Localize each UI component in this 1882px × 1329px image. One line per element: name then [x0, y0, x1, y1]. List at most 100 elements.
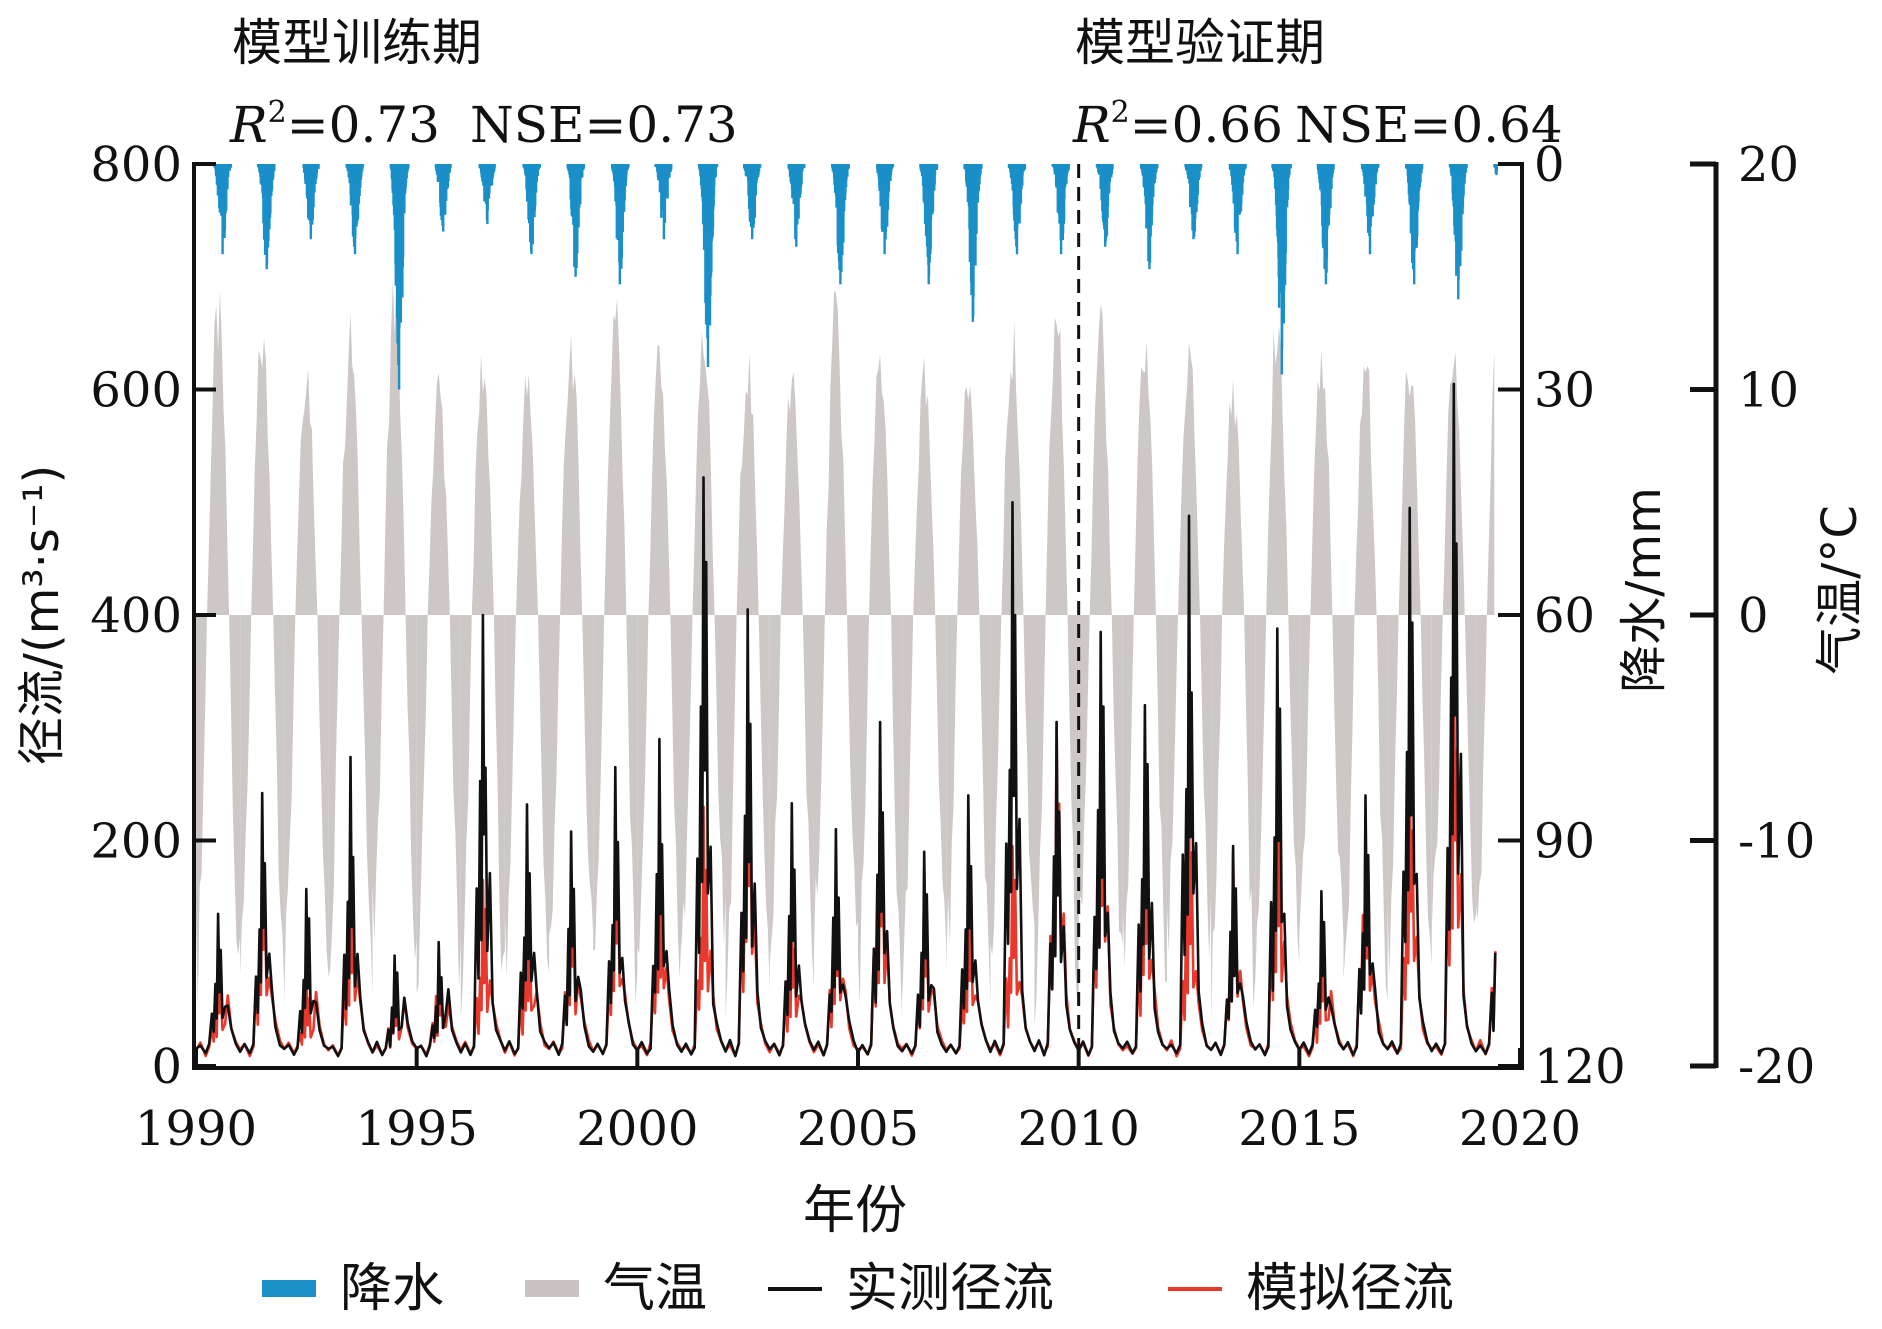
temperature-year-2015: [1299, 348, 1344, 940]
precip-bar: [1284, 164, 1287, 254]
temperature-year-1995: [416, 372, 461, 994]
precip-bar: [979, 164, 982, 175]
precip-bar: [538, 164, 541, 168]
temperature-year-2006: [902, 357, 947, 1002]
training-nse: NSE=0.73: [470, 96, 738, 154]
temperature-year-2000: [637, 344, 682, 979]
training-metrics: R2=0.73 NSE=0.73: [229, 95, 738, 154]
temperature-year-2017: [1387, 371, 1432, 976]
x-axis-title: 年份: [803, 1181, 907, 1241]
legend-swatch: [525, 1280, 579, 1297]
precip-bar: [1460, 164, 1463, 251]
temp-axis-title: 气温/°C: [1812, 505, 1868, 675]
precip-bar: [1464, 164, 1468, 173]
x-tick-label: 2020: [1459, 1101, 1581, 1157]
validation-r2-sup: 2: [1111, 95, 1130, 130]
temperature-year-1996: [460, 354, 505, 1020]
precip-bar: [670, 164, 673, 170]
training-r2-symbol: R: [229, 96, 268, 154]
temperature-year-2002: [725, 352, 770, 1019]
precip-bar: [1156, 164, 1159, 168]
temp-tick-label: -20: [1738, 1039, 1815, 1095]
precip-bar: [1420, 164, 1424, 169]
precip-bar: [273, 164, 276, 171]
temperature-year-2012: [1166, 342, 1212, 959]
precip-bar: [757, 164, 761, 172]
left-axis-title: 径流/(m³·s⁻¹): [14, 465, 70, 765]
left-axis-ticks: 0 200 400 600 800: [90, 137, 216, 1095]
temperature-year-1998: [549, 335, 594, 935]
temperature-area: [196, 281, 1495, 1029]
precip-bar: [493, 164, 496, 168]
precip-bar: [227, 164, 230, 178]
x-tick-label: 2005: [797, 1101, 919, 1157]
temperature-year-2009: [1034, 317, 1079, 1029]
precip-bar: [401, 164, 405, 258]
training-period-label: 模型训练期: [232, 14, 482, 72]
precip-axis-title: 降水/mm: [1616, 487, 1672, 693]
precip-bar: [317, 164, 320, 169]
legend-label: 模拟径流: [1246, 1259, 1454, 1319]
left-tick-label: 800: [90, 137, 182, 193]
precip-bar: [627, 164, 630, 168]
precip-tick-label: 90: [1534, 814, 1595, 870]
legend-label: 气温: [603, 1259, 707, 1319]
precip-bar: [1111, 164, 1114, 170]
precip-bar: [361, 164, 365, 168]
precip-tick-label: 0: [1534, 137, 1565, 193]
precip-tick-label: 60: [1534, 588, 1595, 644]
temperature-year-2005: [858, 354, 903, 1023]
left-tick-label: 0: [151, 1039, 182, 1095]
precip-bar: [666, 164, 669, 199]
precip-bar: [800, 164, 803, 185]
validation-r2-symbol: R: [1072, 96, 1111, 154]
precip-bar: [654, 164, 657, 168]
temperature-year-2003: [769, 372, 814, 989]
precip-bar: [891, 164, 895, 168]
precip-bar: [448, 164, 452, 173]
temperature-year-1992: [284, 368, 329, 1010]
x-tick-label: 2000: [576, 1101, 698, 1157]
precip-bar: [1377, 164, 1380, 168]
temperature-year-1991: [240, 338, 285, 992]
precip-bar: [1051, 164, 1054, 168]
temperature-year-2014: [1255, 325, 1300, 989]
precip-tick-label: 120: [1534, 1039, 1626, 1095]
precip-bar: [581, 164, 584, 177]
legend: 降水 气温 实测径流 模拟径流: [262, 1259, 1454, 1319]
temperature-year-2011: [1122, 340, 1167, 984]
precip-bar: [1465, 164, 1468, 168]
temperature-year-2010: [1078, 304, 1123, 944]
temp-tick-label: -10: [1738, 814, 1815, 870]
precip-bar: [1067, 164, 1070, 170]
precip-axis-ticks: 120 90 60 30 0: [1498, 137, 1626, 1095]
training-r2-sup: 2: [268, 95, 287, 130]
precip-bar: [229, 164, 233, 168]
legend-label: 降水: [340, 1259, 444, 1319]
precip-bar: [846, 164, 849, 177]
temperature-year-2001: [681, 331, 726, 951]
precip-bar: [935, 164, 939, 169]
precip-bar: [714, 164, 717, 178]
x-tick-label: 2010: [1018, 1101, 1140, 1157]
temperature-year-1990: [196, 289, 241, 1008]
precip-bar: [1289, 164, 1292, 169]
x-tick-label: 1995: [356, 1101, 478, 1157]
precip-bar: [980, 164, 983, 169]
temp-tick-label: 0: [1738, 588, 1769, 644]
validation-nse: NSE=0.64: [1295, 96, 1563, 154]
temperature-year-1997: [504, 374, 550, 978]
precip-bar: [1288, 164, 1291, 175]
precip-bar: [972, 164, 975, 297]
precip-bar: [847, 164, 850, 169]
temp-tick-label: 20: [1738, 137, 1799, 193]
legend-swatch: [262, 1280, 316, 1297]
precip-bar: [582, 164, 586, 168]
temperature-year-2004: [813, 290, 858, 954]
precip-bar: [758, 164, 762, 168]
plot-area: [194, 164, 1498, 1058]
temp-axis-ticks: -20 -10 0 10 20: [1690, 137, 1815, 1095]
observed-runoff-series: [195, 382, 1497, 1058]
temperature-year-2007: [946, 385, 991, 1004]
precip-bar: [1023, 164, 1027, 169]
